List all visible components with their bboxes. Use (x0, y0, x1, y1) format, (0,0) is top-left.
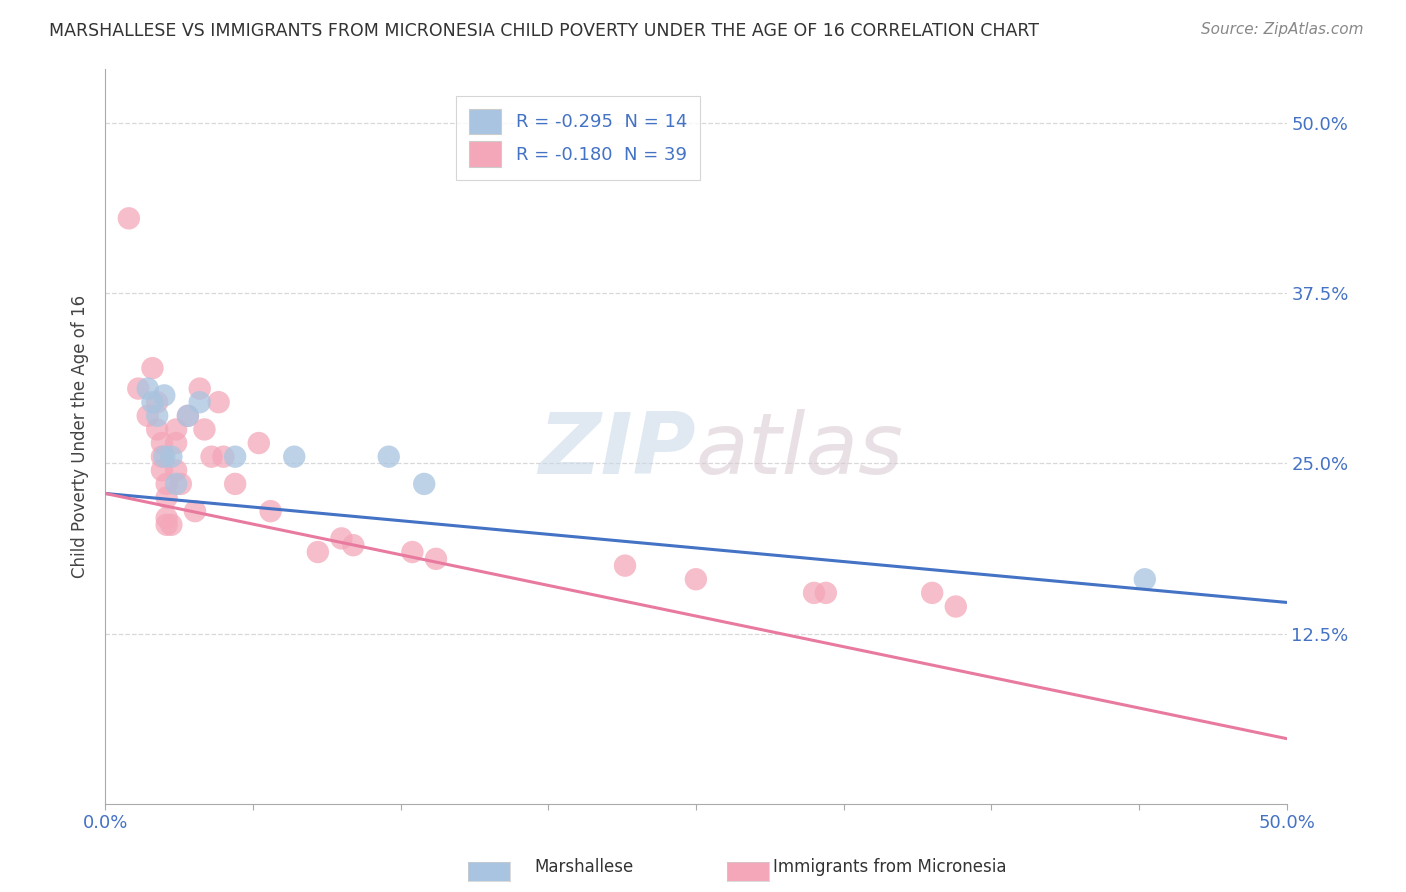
Point (156, 511, 179, 525)
Text: ZIP: ZIP (538, 409, 696, 492)
Point (342, 538, 364, 552)
Point (413, 477, 436, 491)
Point (945, 599, 967, 614)
Point (146, 395, 169, 409)
Point (377, 450, 399, 464)
Point (153, 450, 176, 464)
Point (170, 477, 193, 491)
Point (165, 477, 187, 491)
Point (136, 409, 159, 423)
Point (212, 450, 235, 464)
Point (307, 545, 329, 559)
Point (146, 422, 169, 436)
Text: Immigrants from Micronesia: Immigrants from Micronesia (773, 858, 1007, 876)
Point (685, 572, 707, 586)
Point (224, 450, 246, 464)
Point (803, 586, 825, 600)
Point (156, 517, 179, 532)
Point (184, 504, 207, 518)
Point (150, 436, 173, 450)
Point (165, 436, 187, 450)
Point (614, 558, 637, 573)
Y-axis label: Child Poverty Under the Age of 16: Child Poverty Under the Age of 16 (72, 294, 89, 578)
Point (207, 395, 229, 409)
Point (188, 382, 211, 396)
Point (153, 388, 176, 402)
Point (200, 450, 222, 464)
Point (193, 422, 215, 436)
Legend: R = -0.295  N = 14, R = -0.180  N = 39: R = -0.295 N = 14, R = -0.180 N = 39 (456, 96, 700, 179)
Point (177, 409, 200, 423)
Point (247, 436, 270, 450)
Point (146, 409, 169, 423)
Point (401, 545, 423, 559)
Text: atlas: atlas (696, 409, 904, 492)
Point (921, 586, 943, 600)
Point (283, 450, 305, 464)
Text: Source: ZipAtlas.com: Source: ZipAtlas.com (1201, 22, 1364, 37)
Point (150, 450, 173, 464)
Text: MARSHALLESE VS IMMIGRANTS FROM MICRONESIA CHILD POVERTY UNDER THE AGE OF 16 CORR: MARSHALLESE VS IMMIGRANTS FROM MICRONESI… (49, 22, 1039, 40)
Point (160, 450, 183, 464)
Point (165, 463, 187, 477)
Point (127, 382, 149, 396)
Point (165, 422, 187, 436)
Point (259, 504, 281, 518)
Text: Marshallese: Marshallese (534, 858, 634, 876)
Point (224, 477, 246, 491)
Point (814, 586, 837, 600)
Point (156, 477, 179, 491)
Point (177, 409, 200, 423)
Point (141, 395, 163, 409)
Point (1133, 572, 1156, 586)
Point (141, 361, 163, 376)
Point (160, 517, 183, 532)
Point (425, 551, 447, 566)
Point (188, 395, 211, 409)
Point (136, 382, 159, 396)
Point (156, 491, 179, 505)
Point (150, 463, 173, 477)
Point (118, 211, 141, 226)
Point (330, 532, 353, 546)
